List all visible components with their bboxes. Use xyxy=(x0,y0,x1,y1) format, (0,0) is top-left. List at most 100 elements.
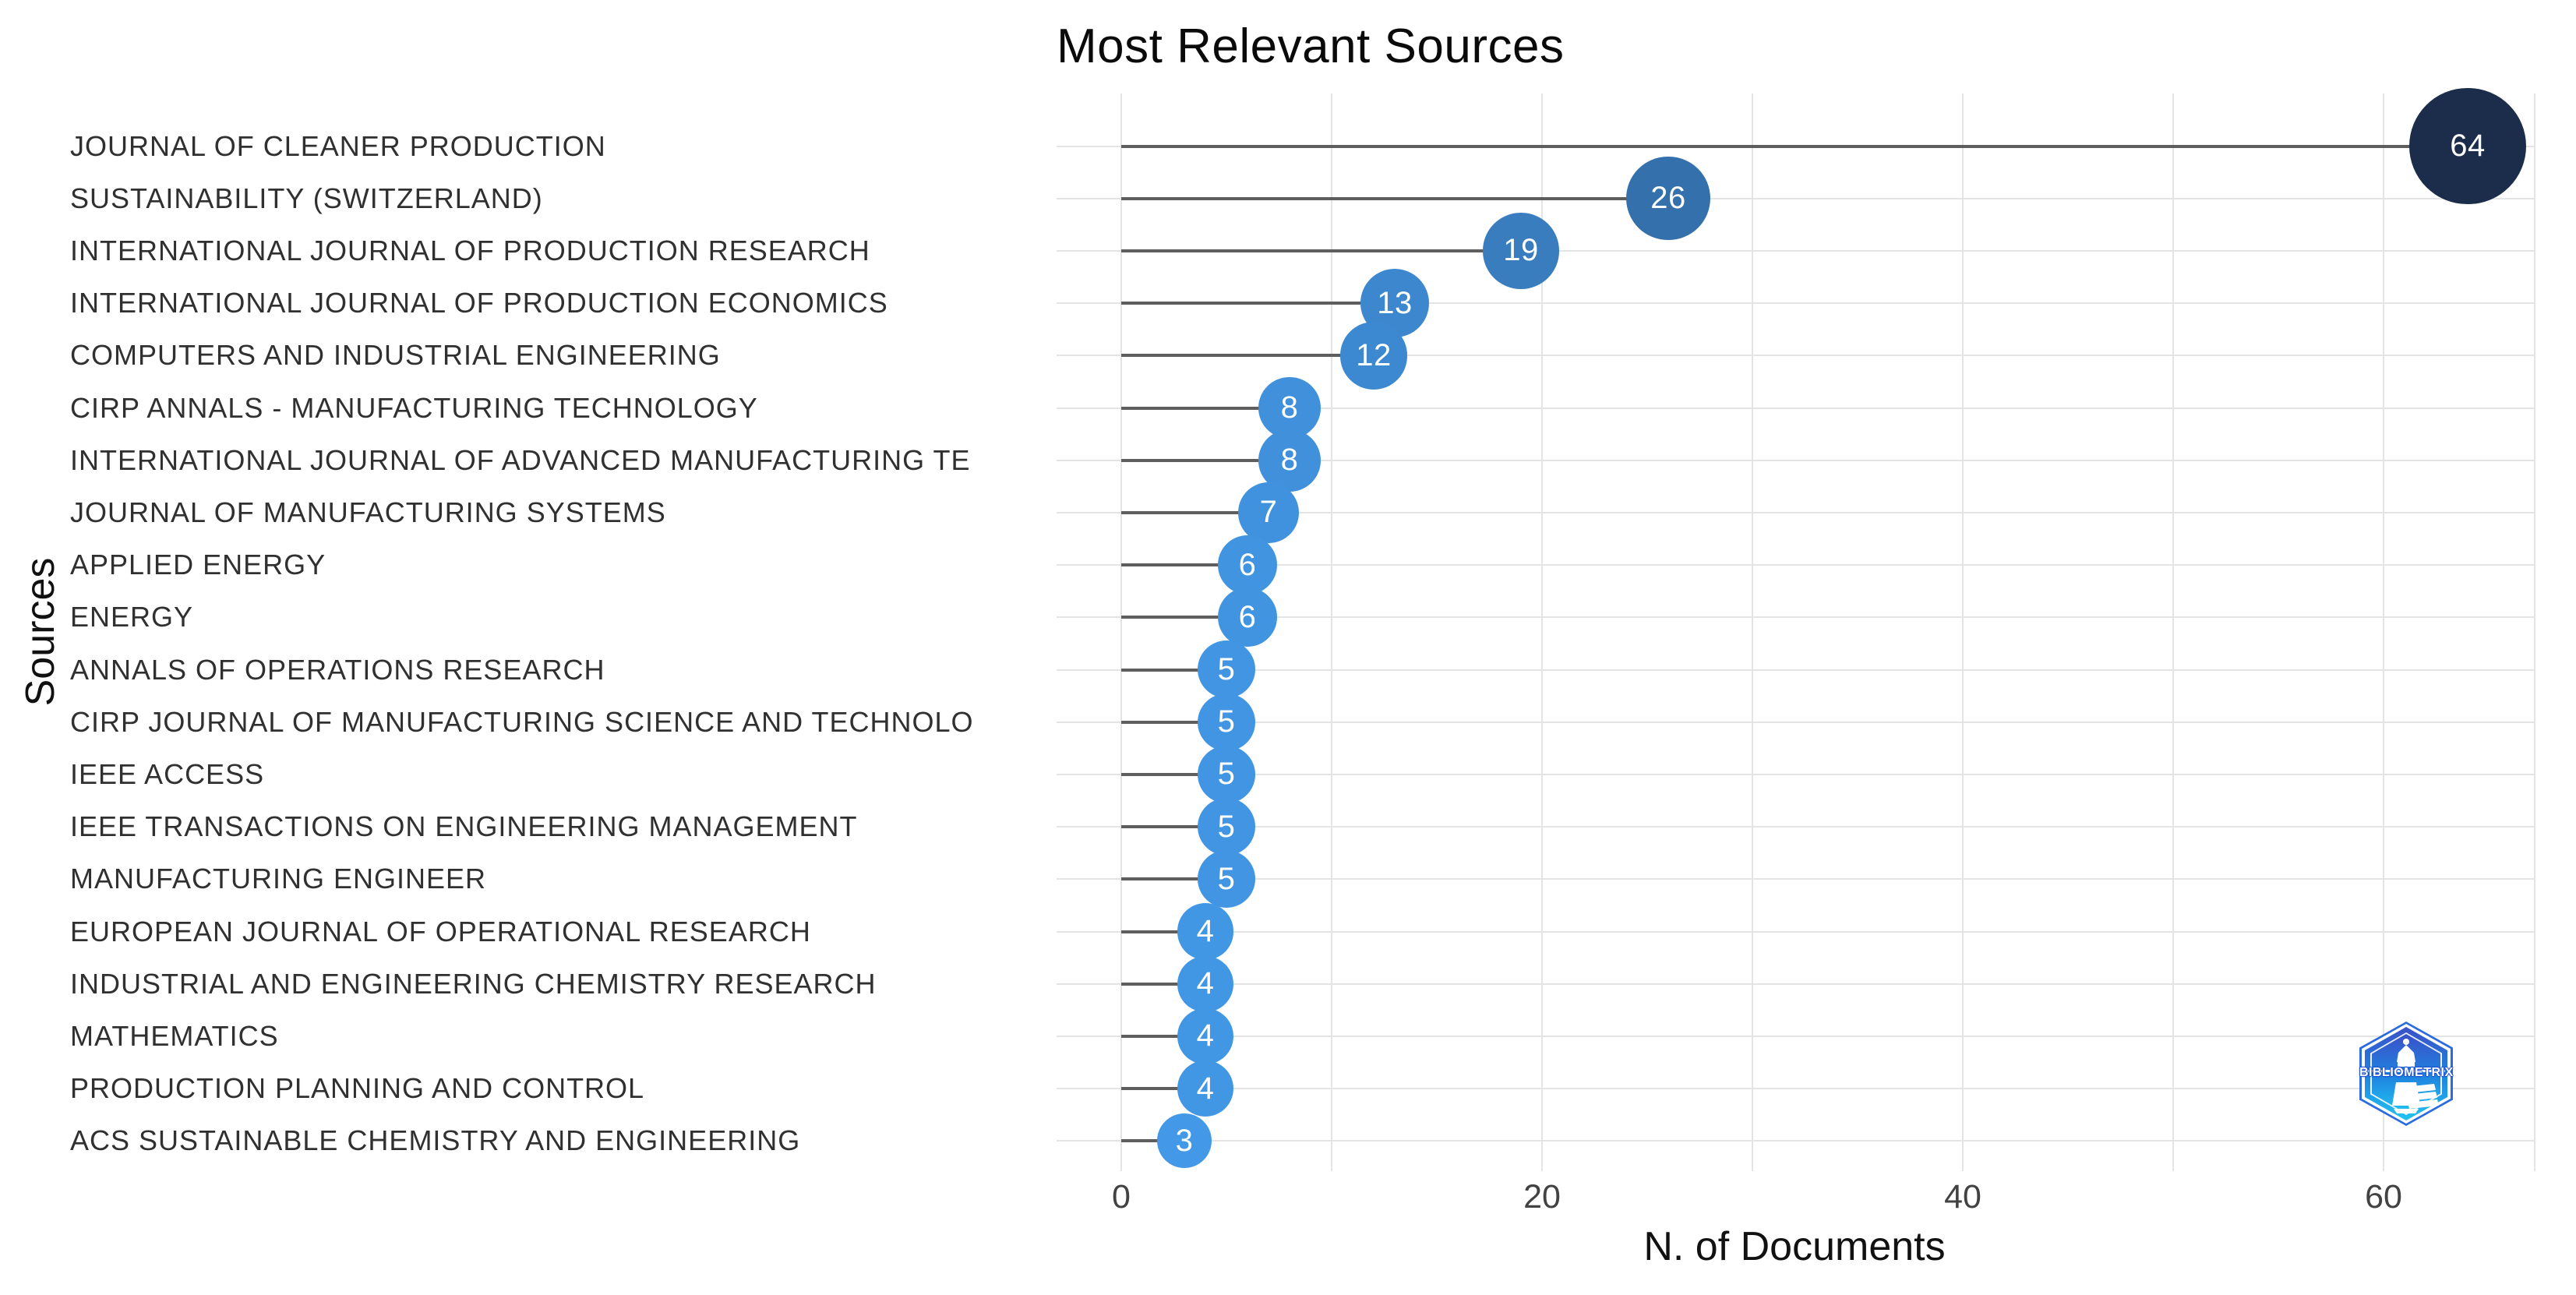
data-point-dot: 26 xyxy=(1626,157,1710,241)
y-axis-label: INTERNATIONAL JOURNAL OF ADVANCED MANUFA… xyxy=(70,443,971,476)
stem-line xyxy=(1121,563,1247,567)
y-axis-label: ENERGY xyxy=(70,601,194,633)
data-point-dot: 6 xyxy=(1218,588,1277,648)
chart-title: Most Relevant Sources xyxy=(1057,19,1565,73)
data-point-value: 13 xyxy=(1377,285,1413,320)
x-axis-tick-label: 40 xyxy=(1944,1178,1981,1216)
stem-line xyxy=(1121,1087,1205,1091)
data-point-value: 7 xyxy=(1259,495,1278,530)
data-point-dot: 7 xyxy=(1238,482,1299,543)
y-axis-label: EUROPEAN JOURNAL OF OPERATIONAL RESEARCH xyxy=(70,915,811,947)
x-axis-tick-label: 20 xyxy=(1523,1178,1561,1216)
gridline-horizontal xyxy=(1057,930,2535,933)
data-point-dot: 4 xyxy=(1177,1060,1233,1117)
stem-line xyxy=(1121,720,1226,724)
stem-line xyxy=(1121,249,1521,252)
data-point-dot: 4 xyxy=(1177,903,1233,960)
data-point-dot: 5 xyxy=(1197,798,1255,856)
data-point-dot: 5 xyxy=(1197,745,1255,803)
data-point-dot: 5 xyxy=(1197,640,1255,699)
stem-line xyxy=(1121,406,1290,410)
stem-line xyxy=(1121,510,1269,514)
gridline-horizontal xyxy=(1057,564,2535,566)
gridline-horizontal xyxy=(1057,459,2535,461)
gridline-horizontal xyxy=(1057,878,2535,880)
stem-line xyxy=(1121,354,1374,358)
panel-right-edge-line xyxy=(2534,94,2535,1171)
y-axis-label: CIRP JOURNAL OF MANUFACTURING SCIENCE AN… xyxy=(70,705,974,738)
data-point-value: 4 xyxy=(1196,913,1215,948)
gridline-horizontal xyxy=(1057,616,2535,619)
gridline-horizontal xyxy=(1057,826,2535,828)
data-point-value: 8 xyxy=(1280,443,1299,478)
data-point-dot: 8 xyxy=(1258,376,1321,439)
gridline-vertical xyxy=(1541,94,1543,1171)
data-point-value: 3 xyxy=(1175,1123,1194,1158)
y-axis-label: JOURNAL OF MANUFACTURING SYSTEMS xyxy=(70,496,666,528)
y-axis-title: Sources xyxy=(18,557,63,707)
stem-line xyxy=(1121,144,2468,148)
bibliometrix-logo: BIBLIOMETRIX xyxy=(2359,1022,2453,1126)
gridline-horizontal xyxy=(1057,983,2535,985)
data-point-dot: 4 xyxy=(1177,955,1233,1012)
data-point-value: 6 xyxy=(1238,599,1257,634)
y-axis-label: PRODUCTION PLANNING AND CONTROL xyxy=(70,1072,645,1105)
data-point-value: 4 xyxy=(1196,966,1215,1001)
gridline-vertical xyxy=(1962,94,1964,1171)
y-axis-label: MANUFACTURING ENGINEER xyxy=(70,863,487,895)
stem-line xyxy=(1121,668,1226,672)
lighthouse-icon xyxy=(2367,1039,2445,1113)
y-axis-label: IEEE ACCESS xyxy=(70,757,265,790)
logo-text: BIBLIOMETRIX xyxy=(2359,1066,2454,1079)
stem-line xyxy=(1121,982,1205,986)
stem-line xyxy=(1121,930,1205,933)
data-point-dot: 5 xyxy=(1197,850,1255,909)
data-point-dot: 5 xyxy=(1197,693,1255,751)
stem-line xyxy=(1121,877,1226,881)
data-point-value: 5 xyxy=(1217,704,1236,739)
gridline-horizontal xyxy=(1057,355,2535,357)
stem-line xyxy=(1121,616,1247,619)
data-point-value: 12 xyxy=(1356,337,1392,372)
gridline-vertical xyxy=(1120,94,1122,1171)
gridline-horizontal xyxy=(1057,773,2535,775)
y-axis-label: JOURNAL OF CLEANER PRODUCTION xyxy=(70,129,606,162)
x-axis-tick-label: 60 xyxy=(2365,1178,2402,1216)
y-axis-label: IEEE TRANSACTIONS ON ENGINEERING MANAGEM… xyxy=(70,810,858,843)
data-point-value: 4 xyxy=(1196,1018,1215,1053)
data-point-value: 5 xyxy=(1217,651,1236,686)
data-point-dot: 12 xyxy=(1339,322,1408,390)
data-point-value: 5 xyxy=(1217,861,1236,896)
data-point-dot: 19 xyxy=(1483,213,1559,289)
stem-line xyxy=(1121,1034,1205,1038)
data-point-dot: 6 xyxy=(1218,535,1277,595)
data-point-value: 5 xyxy=(1217,809,1236,844)
gridline-horizontal xyxy=(1057,302,2535,305)
gridline-vertical xyxy=(1331,94,1332,1171)
y-axis-label: APPLIED ENERGY xyxy=(70,549,326,581)
y-axis-label: CIRP ANNALS - MANUFACTURING TECHNOLOGY xyxy=(70,391,758,424)
data-point-dot: 3 xyxy=(1156,1113,1212,1169)
data-point-value: 6 xyxy=(1238,547,1257,582)
data-point-value: 4 xyxy=(1196,1071,1215,1106)
gridline-horizontal xyxy=(1057,511,2535,513)
y-axis-label: SUSTAINABILITY (SWITZERLAND) xyxy=(70,182,543,214)
data-point-value: 64 xyxy=(2450,128,2486,163)
gridline-horizontal xyxy=(1057,669,2535,671)
gridline-vertical xyxy=(1752,94,1753,1171)
stem-line xyxy=(1121,196,1668,200)
gridline-horizontal xyxy=(1057,1140,2535,1142)
gridline-horizontal xyxy=(1057,1035,2535,1037)
y-axis-label: INTERNATIONAL JOURNAL OF PRODUCTION ECON… xyxy=(70,287,888,319)
stem-line xyxy=(1121,772,1226,776)
y-axis-label: COMPUTERS AND INDUSTRIAL ENGINEERING xyxy=(70,339,721,372)
gridline-vertical xyxy=(2383,94,2384,1171)
gridline-horizontal xyxy=(1057,249,2535,252)
gridline-horizontal xyxy=(1057,721,2535,723)
data-point-dot: 64 xyxy=(2409,87,2526,205)
data-point-value: 8 xyxy=(1280,390,1299,425)
y-axis-label: MATHEMATICS xyxy=(70,1019,279,1052)
data-point-value: 19 xyxy=(1503,233,1539,268)
gridline-horizontal xyxy=(1057,1088,2535,1090)
data-point-dot: 8 xyxy=(1258,429,1321,492)
